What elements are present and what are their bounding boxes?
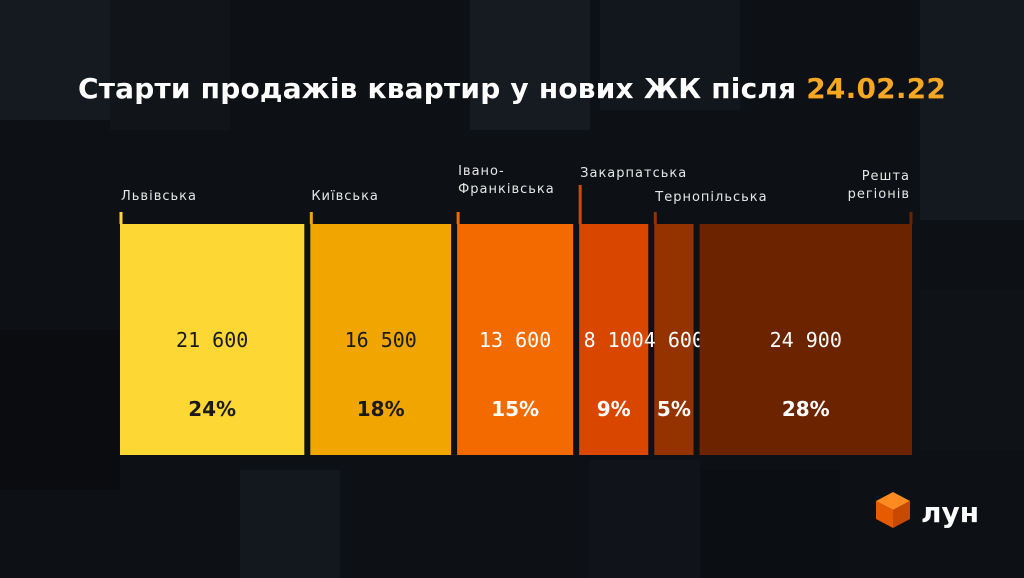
- bar-group: Закарпатська 8 100 9%: [578, 166, 687, 455]
- bar: [654, 224, 694, 455]
- bg-shape: [0, 330, 120, 490]
- bar: [579, 224, 649, 455]
- bg-shape: [240, 470, 340, 578]
- brand-logo-text: лун: [921, 496, 980, 529]
- bar-group: Івано-Франківська 13 600 15%: [456, 164, 574, 455]
- value-label: 13 600: [479, 328, 551, 352]
- chart-title-date: 24.02.22: [806, 72, 947, 105]
- bar-group: Львівська 21 600 24%: [119, 189, 305, 455]
- category-label: Івано-Франківська: [458, 164, 555, 197]
- percent-label: 5%: [657, 397, 691, 421]
- cube-logo-icon: [876, 492, 910, 528]
- bg-shape: [600, 0, 740, 110]
- category-label: Закарпатська: [580, 166, 687, 181]
- percent-label: 24%: [188, 397, 236, 421]
- chart-title: Старти продажів квартир у нових ЖК після…: [0, 72, 1024, 105]
- category-label: Решта регіонів: [848, 169, 910, 202]
- percent-label: 15%: [491, 397, 539, 421]
- value-label: 16 500: [345, 328, 417, 352]
- category-label: Тернопільська: [654, 190, 767, 205]
- value-label: 24 900: [770, 328, 842, 352]
- value-label: 8 100: [584, 328, 644, 352]
- bar-group: Київська 16 500 18%: [309, 189, 452, 455]
- percent-label: 28%: [782, 397, 830, 421]
- bg-shape: [700, 470, 840, 578]
- chart-title-text: Старти продажів квартир у нових ЖК після: [77, 72, 807, 105]
- bar: [120, 224, 305, 455]
- bg-shape: [920, 290, 1024, 450]
- bg-shape: [110, 0, 230, 130]
- bg-shape: [470, 0, 590, 130]
- category-label: Київська: [311, 189, 379, 204]
- brand-logo: лун: [873, 490, 993, 534]
- value-label: 4 600: [644, 328, 704, 352]
- bg-shape: [0, 0, 110, 120]
- bg-shape: [920, 0, 1024, 220]
- value-label: 21 600: [176, 328, 248, 352]
- percent-label: 9%: [597, 397, 631, 421]
- bar: [310, 224, 452, 455]
- bar-group: Тернопільська 4 600 5%: [644, 190, 767, 455]
- category-label: Львівська: [121, 189, 197, 204]
- bg-shape: [590, 460, 700, 578]
- bar: [699, 224, 912, 455]
- bar: [457, 224, 574, 455]
- bar-group: Решта регіонів 24 900 28%: [699, 169, 913, 455]
- percent-label: 18%: [357, 397, 405, 421]
